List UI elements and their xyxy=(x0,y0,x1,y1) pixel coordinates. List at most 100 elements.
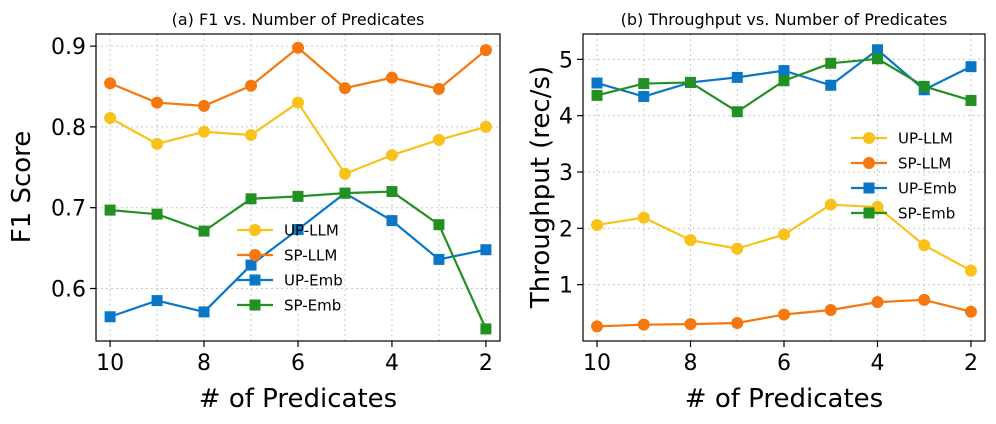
y-tick-label: 5 xyxy=(559,48,573,73)
y-axis-label-throughput: Throughput (rec/s) xyxy=(526,66,556,309)
data-point-up-llm xyxy=(385,149,398,162)
x-tick-label: 6 xyxy=(291,351,305,376)
legend-label: UP-Emb xyxy=(284,272,343,290)
data-point-up-llm xyxy=(198,125,211,138)
x-tick-label: 10 xyxy=(96,351,124,376)
data-point-up-emb xyxy=(245,259,257,271)
chart-title-throughput: (b) Throughput vs. Number of Predicates xyxy=(621,10,948,29)
y-tick-label: 0.7 xyxy=(51,197,86,222)
data-point-sp-emb xyxy=(339,187,351,199)
data-point-up-llm xyxy=(637,211,650,224)
data-point-sp-llm xyxy=(778,308,790,321)
data-point-sp-llm xyxy=(871,296,884,309)
data-point-up-emb xyxy=(198,306,210,318)
data-point-sp-llm xyxy=(292,41,304,54)
y-tick-label: 0.8 xyxy=(51,116,86,141)
legend-item-up-llm: UP-LLM xyxy=(851,130,953,148)
legend-item-sp-emb: SP-Emb xyxy=(851,205,955,223)
series-up-llm xyxy=(104,96,492,180)
data-point-sp-emb xyxy=(638,78,650,90)
legend-f1: UP-LLM SP-LLM UP-Emb SP-Emb xyxy=(237,222,343,315)
data-point-sp-llm xyxy=(964,305,977,318)
data-point-up-llm xyxy=(479,120,492,133)
data-point-sp-emb xyxy=(433,219,445,231)
legend-swatch-marker xyxy=(249,274,261,286)
data-point-up-llm xyxy=(292,96,304,109)
data-point-sp-emb xyxy=(731,106,743,118)
data-point-up-llm xyxy=(338,167,351,180)
data-point-sp-emb xyxy=(292,190,304,202)
legend-throughput: UP-LLM SP-LLM UP-Emb SP-Emb xyxy=(851,130,957,223)
data-point-sp-llm xyxy=(245,79,258,92)
data-point-sp-llm xyxy=(684,318,697,331)
data-point-sp-emb xyxy=(386,186,398,198)
data-point-up-emb xyxy=(871,44,883,56)
legend-label: SP-Emb xyxy=(284,297,341,315)
y-axis-label-f1: F1 Score xyxy=(7,131,37,244)
y-tick-label: 2 xyxy=(559,217,573,242)
x-axis-label-throughput: # of Predicates xyxy=(685,384,883,414)
y-tick-label: 4 xyxy=(559,105,573,130)
data-point-up-emb xyxy=(591,77,603,89)
data-point-up-emb xyxy=(151,295,163,307)
data-point-sp-emb xyxy=(104,204,116,216)
legend-label: SP-LLM xyxy=(284,247,337,265)
data-point-up-llm xyxy=(964,264,977,277)
data-point-up-emb xyxy=(386,215,398,227)
data-point-up-emb xyxy=(292,224,304,236)
data-point-sp-llm xyxy=(338,82,351,95)
legend-swatch-marker xyxy=(863,182,875,194)
data-point-up-emb xyxy=(480,244,492,256)
legend-item-up-llm: UP-LLM xyxy=(237,222,339,240)
data-point-sp-emb xyxy=(151,208,163,220)
data-point-sp-emb xyxy=(245,193,257,205)
data-point-sp-emb xyxy=(198,225,210,237)
series-up-emb xyxy=(591,44,977,103)
data-point-sp-llm xyxy=(432,82,445,95)
data-point-sp-emb xyxy=(825,57,837,69)
legend-label: UP-Emb xyxy=(898,180,957,198)
data-point-up-llm xyxy=(432,133,445,146)
data-point-sp-emb xyxy=(918,80,930,92)
legend-swatch-marker xyxy=(863,207,875,219)
legend-swatch-marker xyxy=(249,249,261,261)
data-point-up-emb xyxy=(778,65,790,77)
x-tick-label: 4 xyxy=(385,351,399,376)
legend-label: SP-Emb xyxy=(898,205,955,223)
data-point-sp-llm xyxy=(104,77,117,90)
data-point-sp-llm xyxy=(479,44,492,57)
series-sp-emb xyxy=(104,186,492,335)
data-point-up-emb xyxy=(825,79,837,91)
panel-throughput: 10 8 6 4 2 1 2 3 4 5 (b) Throughput vs. Number of… xyxy=(526,10,986,414)
series-sp-llm xyxy=(104,41,492,112)
data-point-up-llm xyxy=(151,137,164,150)
y-tick-label: 0.9 xyxy=(51,35,86,60)
series-sp-emb xyxy=(591,53,977,118)
data-point-up-llm xyxy=(245,128,258,141)
legend-item-sp-emb: SP-Emb xyxy=(237,297,341,315)
data-point-sp-llm xyxy=(637,318,650,331)
legend-label: SP-LLM xyxy=(898,155,951,173)
data-point-sp-llm xyxy=(918,293,931,306)
data-point-sp-llm xyxy=(151,96,164,109)
data-point-up-llm xyxy=(918,239,931,252)
data-point-sp-llm xyxy=(385,71,398,84)
legend-label: UP-LLM xyxy=(898,130,953,148)
legend-item-up-emb: UP-Emb xyxy=(851,180,957,198)
data-point-up-llm xyxy=(684,234,697,247)
data-point-up-emb xyxy=(638,91,650,103)
chart-title-f1: (a) F1 vs. Number of Predicates xyxy=(172,10,425,29)
data-point-up-emb xyxy=(433,253,445,265)
legend-swatch-marker xyxy=(863,132,875,144)
data-point-sp-emb xyxy=(778,75,790,87)
data-point-sp-llm xyxy=(591,320,604,333)
data-point-up-llm xyxy=(778,228,790,241)
data-point-sp-emb xyxy=(965,94,977,106)
x-tick-label: 2 xyxy=(964,351,978,376)
legend-swatch-marker xyxy=(863,157,875,169)
x-tick-label: 8 xyxy=(197,351,211,376)
data-point-up-llm xyxy=(731,242,744,255)
data-point-sp-emb xyxy=(480,323,492,335)
data-point-sp-llm xyxy=(198,99,211,112)
x-tick-label: 8 xyxy=(684,351,698,376)
